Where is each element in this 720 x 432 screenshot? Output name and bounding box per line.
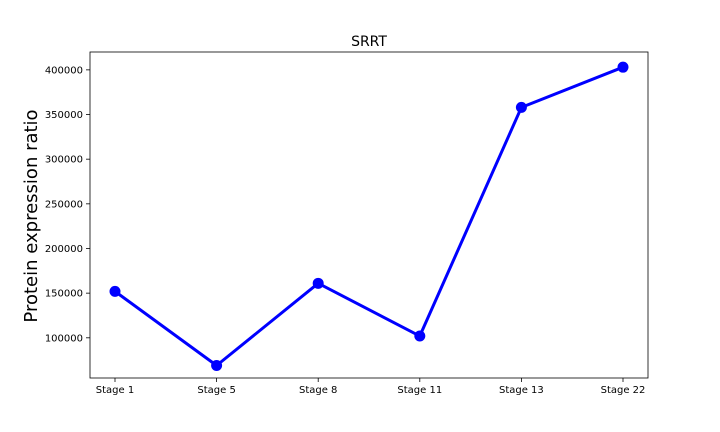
x-tick-label: Stage 11	[397, 385, 442, 396]
data-point	[414, 330, 426, 342]
y-tick-label: 300000	[45, 155, 83, 166]
y-tick-label: 400000	[45, 65, 83, 76]
data-point	[617, 61, 629, 73]
series-group	[109, 61, 629, 371]
x-tick-label: Stage 13	[499, 385, 544, 396]
y-tick-label: 350000	[45, 110, 83, 121]
data-point	[109, 285, 121, 297]
x-tick-label: Stage 5	[197, 385, 235, 396]
y-tick-label: 250000	[45, 199, 83, 210]
x-tick-label: Stage 22	[601, 385, 646, 396]
y-tick-label: 150000	[45, 289, 83, 300]
y-axis-label: Protein expression ratio	[21, 109, 42, 322]
data-point	[211, 359, 223, 371]
chart-title: SRRT	[351, 34, 387, 50]
y-tick-label: 100000	[45, 333, 83, 344]
x-tick-label: Stage 1	[96, 385, 134, 396]
axis-ticks: Stage 1 Stage 5 Stage 8 Stage 11 Stage 13 Sta…	[45, 65, 646, 396]
data-point	[312, 277, 324, 289]
x-tick-label: Stage 8	[299, 385, 337, 396]
series-line	[114, 65, 624, 367]
y-tick-label: 200000	[45, 244, 83, 255]
data-point	[515, 101, 527, 113]
plot-area-frame	[89, 51, 649, 379]
